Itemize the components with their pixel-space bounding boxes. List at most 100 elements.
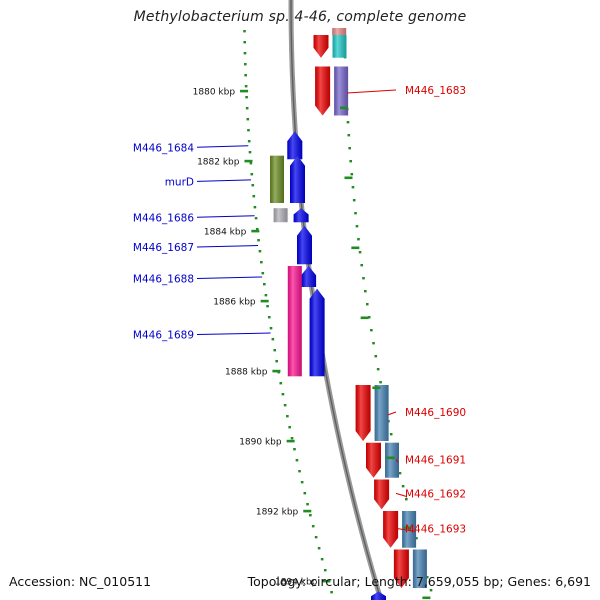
feature-shading: [297, 225, 312, 265]
axis-tick-label: 1894 kbp: [275, 578, 318, 588]
major-tick-left: [303, 509, 312, 513]
guide-dot: [243, 30, 246, 33]
gene-label[interactable]: M446_1689: [133, 330, 194, 342]
guide-dot: [374, 355, 378, 358]
guide-dot: [273, 349, 277, 352]
gene-label-leader: [347, 89, 397, 94]
feature-shading: [287, 266, 302, 377]
feature-shading: [393, 549, 409, 588]
accession-text: Accession: NC_010511: [9, 574, 152, 589]
guide-dot: [286, 415, 289, 418]
guide-dot: [251, 184, 255, 187]
feature-shading: [366, 442, 381, 478]
feature-shading: [273, 208, 288, 223]
gene-label[interactable]: M446_1683: [405, 85, 466, 97]
gene-label[interactable]: M446_1693: [405, 523, 466, 535]
gene-label[interactable]: M446_1688: [133, 274, 194, 286]
feature-tracks: [270, 28, 427, 600]
guide-dot: [243, 63, 247, 66]
major-tick-right: [351, 246, 360, 250]
guide-dot: [246, 118, 250, 121]
map-title: Methylobacterium sp. 4-46, complete geno…: [133, 9, 467, 25]
guide-dot: [360, 264, 364, 267]
guide-dot: [257, 239, 260, 242]
guide-dot: [350, 173, 354, 176]
gene-label-leader: [395, 458, 399, 463]
feature-shading: [293, 208, 309, 223]
guide-dot: [245, 107, 249, 110]
gene-label[interactable]: M446_1687: [133, 242, 194, 254]
guide-dot: [365, 303, 369, 306]
guide-dot: [429, 589, 433, 592]
guide-dot: [258, 250, 262, 253]
major-tick-left: [260, 299, 269, 303]
gene-label-leader: [196, 276, 263, 279]
guide-dot: [376, 368, 380, 371]
major-tick-right: [403, 526, 412, 530]
guide-dot: [252, 195, 256, 198]
major-tick-right: [386, 456, 395, 460]
major-tick-left: [240, 89, 249, 93]
guide-dot: [357, 238, 360, 241]
feature-shading: [371, 591, 386, 600]
feature-shading: [290, 155, 305, 203]
gene-label-leader: [387, 411, 397, 416]
major-tick-left: [322, 579, 331, 583]
feature-shading: [374, 479, 390, 510]
feature-shading: [270, 155, 284, 203]
gene-label[interactable]: M446_1690: [405, 407, 466, 419]
gene-label-leader: [196, 332, 271, 335]
guide-dot: [243, 52, 247, 55]
guide-dot: [250, 173, 254, 176]
major-tick-right: [372, 386, 381, 390]
guide-dot: [347, 134, 351, 137]
guide-dot: [306, 503, 309, 506]
axis-tick-label: 1892 kbp: [256, 508, 299, 518]
gene-label[interactable]: M446_1691: [405, 454, 466, 466]
gene-label-leader: [196, 245, 259, 248]
guide-dot: [244, 85, 248, 88]
guide-dot: [317, 547, 321, 550]
guide-dot: [260, 261, 263, 264]
guide-dot: [271, 338, 275, 341]
guide-dot: [323, 569, 327, 572]
gene-label[interactable]: M446_1686: [133, 212, 194, 224]
guide-dot: [314, 536, 318, 539]
major-tick-right: [340, 106, 349, 110]
guide-dot: [303, 492, 307, 495]
guide-dot: [248, 151, 252, 154]
feature-shading: [301, 266, 317, 287]
feature-shading: [313, 35, 329, 58]
position-axis: 1880 kbp 1882 kbp 1884 kbp 1886 kbp 1888 kbp…: [193, 88, 431, 600]
guide-dot: [415, 537, 418, 540]
axis-tick-label: 1886 kbp: [213, 298, 256, 308]
guide-dot: [269, 327, 273, 330]
guide-dot: [293, 448, 296, 451]
guide-dot: [288, 426, 291, 429]
axis-tick-label: 1882 kbp: [197, 158, 240, 168]
guide-dot: [348, 147, 352, 150]
feature-shading: [412, 549, 427, 588]
gene-labels: M446_1684 murD M446_1686 M446_1687 M446_1688…: [133, 85, 466, 535]
guide-dot: [298, 470, 301, 473]
gene-label[interactable]: murD: [165, 176, 194, 188]
gene-label-leader: [196, 179, 252, 182]
guide-dot: [370, 329, 373, 332]
feature-shading: [385, 442, 399, 478]
guide-dot: [389, 433, 393, 436]
guide-dot: [405, 498, 408, 501]
major-tick-right: [360, 316, 369, 320]
guide-dot: [283, 404, 287, 407]
major-tick-left: [286, 439, 295, 443]
feature-shading: [402, 511, 417, 548]
guide-dot: [263, 283, 266, 286]
guide-dot: [300, 481, 304, 484]
gene-label[interactable]: M446_1692: [405, 488, 466, 500]
major-tick-left: [244, 159, 253, 163]
guide-dot: [247, 129, 250, 132]
gene-label-leader: [395, 527, 416, 532]
genome-summary-text: Topology: circular; Length: 7,659,055 bp…: [247, 574, 591, 589]
feature-shading: [383, 511, 399, 548]
gene-label[interactable]: M446_1684: [133, 142, 194, 154]
